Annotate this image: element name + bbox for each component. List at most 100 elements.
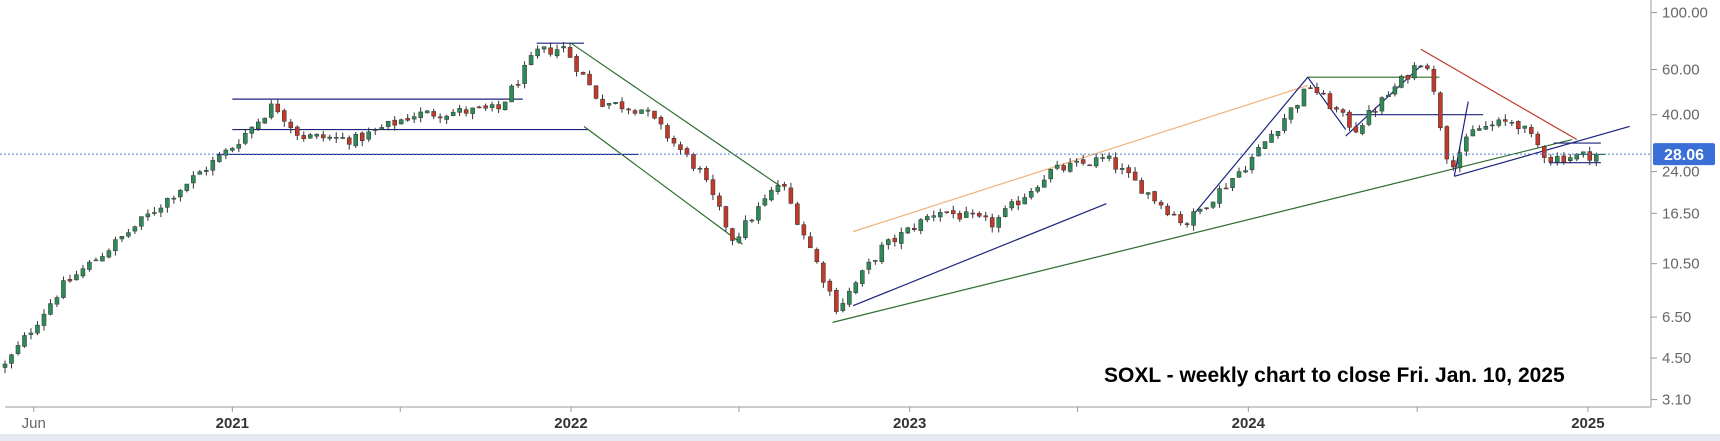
candle (1249, 153, 1255, 174)
candle-up (1191, 211, 1196, 226)
candle-down (1223, 187, 1229, 190)
candle-down (288, 121, 294, 129)
candle-up (1048, 168, 1053, 180)
candle (1028, 187, 1034, 200)
candle (496, 100, 501, 114)
candle-up (100, 256, 105, 262)
candle-down (1184, 223, 1190, 225)
candle-up (1295, 105, 1300, 109)
candle (1581, 151, 1586, 158)
candle-up (1360, 125, 1365, 134)
candle-up (106, 250, 112, 258)
candle-up (1106, 155, 1112, 159)
candle-up (1366, 109, 1372, 125)
candle-up (1568, 157, 1573, 161)
candle (1321, 90, 1326, 95)
candle-down (950, 210, 956, 215)
candle (918, 218, 924, 235)
candle (275, 99, 281, 114)
candle-down (983, 215, 988, 218)
candle (665, 123, 670, 142)
candle (288, 118, 294, 134)
candle (1405, 74, 1411, 84)
candle-up (113, 239, 118, 252)
candle-up (204, 169, 209, 172)
trendline (1453, 101, 1469, 177)
candle (593, 85, 599, 100)
candle-down (730, 228, 735, 241)
candle-up (840, 303, 846, 311)
candle-down (619, 101, 625, 110)
candle-down (782, 184, 787, 187)
candle (847, 287, 852, 308)
candle-down (1178, 214, 1183, 224)
candle-up (528, 55, 534, 65)
candle (113, 236, 118, 256)
candle (717, 192, 722, 211)
candle-up (119, 236, 125, 240)
candle (574, 54, 579, 77)
candle-up (307, 134, 313, 139)
candle-down (1535, 133, 1541, 146)
candle (191, 171, 196, 189)
candle-up (1269, 133, 1274, 143)
candle (963, 206, 969, 218)
candle (243, 128, 248, 146)
candle (1470, 125, 1476, 137)
candle (730, 227, 735, 246)
candle (775, 180, 781, 195)
candle (262, 117, 268, 124)
candle (1275, 130, 1281, 139)
candle-down (814, 249, 820, 262)
candle (1197, 208, 1203, 215)
candle (100, 252, 105, 262)
candle-up (509, 85, 514, 103)
candle-down (957, 212, 963, 220)
candle (405, 113, 410, 122)
y-tick-label: 16.50 (1662, 205, 1700, 222)
candle-up (1477, 128, 1482, 131)
candle (600, 94, 605, 108)
candle (632, 108, 638, 116)
candle (431, 108, 436, 120)
candle (346, 135, 352, 150)
candle (535, 45, 540, 59)
candle (795, 201, 800, 226)
candle (1496, 117, 1502, 128)
y-tick-label: 40.00 (1662, 107, 1700, 124)
candle (1464, 133, 1469, 157)
candle-down (548, 47, 553, 55)
candle-down (392, 119, 397, 126)
candle-down (658, 116, 664, 125)
price-tag: 28.06 (1653, 143, 1715, 166)
candle (437, 113, 443, 124)
candle-down (723, 206, 729, 228)
candle (1282, 113, 1287, 134)
candle (1301, 88, 1307, 107)
candle (106, 248, 112, 259)
candle-up (61, 280, 66, 298)
candle (788, 182, 794, 205)
candle (236, 139, 242, 153)
candle-up (340, 137, 345, 139)
candle-up (756, 206, 761, 221)
candle (1054, 160, 1060, 171)
candle-up (230, 148, 235, 151)
candle (996, 215, 1001, 233)
candle (515, 79, 521, 88)
candle (1509, 120, 1515, 127)
candle-up (1054, 164, 1060, 169)
candle (1373, 107, 1378, 118)
candle-up (879, 244, 885, 262)
candle (353, 132, 358, 149)
candle-up (1301, 88, 1307, 107)
candle-up (639, 109, 644, 114)
candle-up (165, 197, 170, 208)
candle-down (1126, 167, 1131, 174)
candle (1360, 122, 1365, 136)
candle (756, 202, 761, 224)
candle (912, 223, 917, 232)
candle-up (152, 212, 157, 214)
candle-down (671, 137, 677, 144)
